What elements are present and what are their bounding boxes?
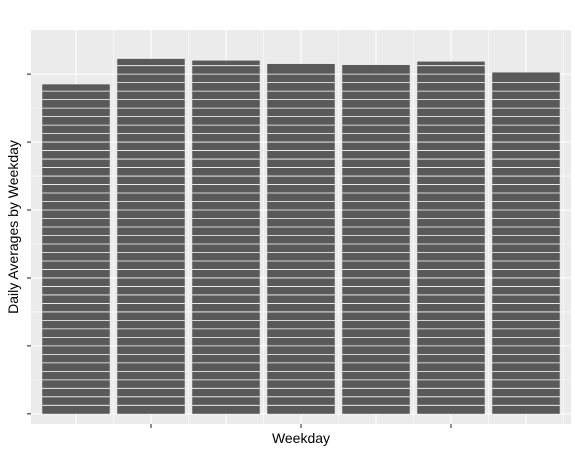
bars [42,58,560,414]
bar [342,64,410,414]
x-axis-ticks [150,424,452,428]
bar [492,72,560,414]
x-axis-title: Weekday [272,430,330,446]
bar [267,63,335,414]
bar [42,84,110,414]
bar [417,61,485,414]
bar [192,60,260,414]
y-axis-title: Daily Averages by Weekday [5,140,21,314]
y-axis-ticks [27,73,31,415]
bar [117,58,185,414]
